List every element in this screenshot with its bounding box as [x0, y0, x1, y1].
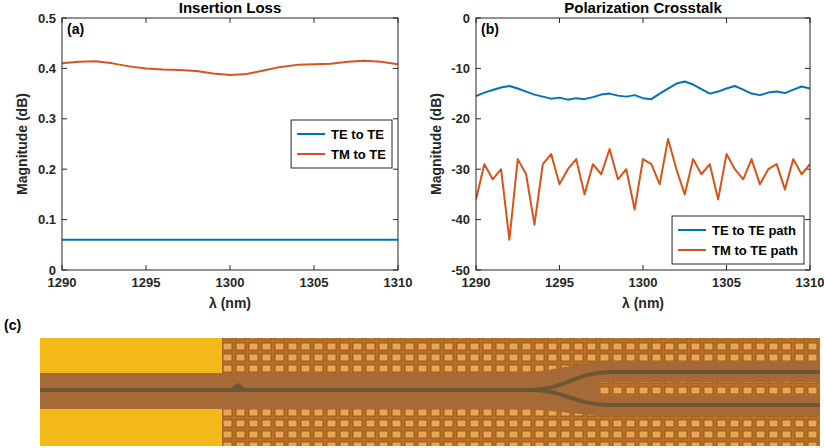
x-tick	[559, 265, 560, 270]
y-tick	[62, 169, 67, 170]
y-tick-label: -20	[451, 111, 470, 126]
legend-label: TM to TE	[331, 147, 386, 162]
y-tick-right	[393, 118, 398, 119]
plot-area	[476, 18, 810, 270]
legend-swatch	[297, 153, 325, 155]
x-tick	[726, 265, 727, 270]
y-tick-label: -10	[451, 61, 470, 76]
x-tick	[146, 265, 147, 270]
y-tick-label: 0.1	[38, 212, 56, 227]
y-tick	[476, 118, 481, 119]
y-tick-right	[393, 219, 398, 220]
y-tick-label: 0.4	[38, 61, 57, 76]
waveguide	[40, 388, 530, 392]
y-tick-right	[393, 68, 398, 69]
taper	[228, 383, 248, 390]
y-tick-label: -30	[451, 162, 470, 177]
series-line	[476, 82, 810, 100]
waveguide-branch	[530, 372, 820, 390]
x-tick-top	[726, 18, 727, 23]
x-tick-label: 1310	[796, 275, 824, 290]
y-tick-label: -50	[451, 263, 470, 278]
plot-frame	[62, 18, 398, 270]
series-line	[62, 61, 398, 75]
data-layer	[62, 61, 398, 240]
chart-title: Insertion Loss	[179, 0, 282, 16]
legend-box	[291, 120, 392, 168]
y-tick-right	[805, 219, 810, 220]
y-tick-label: 0.3	[38, 111, 56, 126]
chart-panel: Polarization Crosstalk129012951300130513…	[428, 0, 824, 311]
y-tick-label: -40	[451, 212, 470, 227]
y-tick-label: 0.5	[38, 11, 56, 26]
micrograph	[40, 338, 820, 446]
legend-swatch	[297, 133, 325, 135]
panel-label: (c)	[4, 317, 21, 333]
x-axis-title: λ (nm)	[209, 295, 251, 311]
y-tick-right	[393, 169, 398, 170]
legend-box	[672, 216, 804, 264]
x-tick	[230, 265, 231, 270]
legend: TE to TE path TM to TE path	[672, 216, 804, 264]
waveguide-branch	[530, 390, 820, 405]
tile-field	[40, 338, 820, 446]
trench	[40, 373, 530, 409]
legend-swatch	[678, 249, 706, 251]
x-tick-label: 1300	[629, 275, 658, 290]
metal-pad	[40, 338, 222, 373]
x-tick-top	[146, 18, 147, 23]
panel-label: (b)	[481, 21, 499, 37]
metal-pad	[40, 409, 222, 446]
chart-panel: Insertion Loss1290129513001305131000.10.…	[14, 0, 412, 311]
trench-split	[530, 361, 820, 416]
y-tick	[476, 219, 481, 220]
x-tick-top	[314, 18, 315, 23]
y-axis-title: Magnitude (dB)	[428, 93, 444, 195]
x-axis-title: λ (nm)	[622, 295, 664, 311]
x-tick-label: 1295	[545, 275, 574, 290]
legend-label: TE to TE	[331, 127, 384, 142]
series-line	[62, 239, 398, 241]
y-tick	[476, 169, 481, 170]
legend-label: TE to TE path	[712, 223, 796, 238]
x-tick-label: 1305	[712, 275, 741, 290]
x-tick-label: 1295	[132, 275, 161, 290]
plot-frame	[476, 18, 810, 270]
y-tick	[62, 219, 67, 220]
panel-label: (a)	[67, 21, 84, 37]
y-axis-title: Magnitude (dB)	[14, 93, 30, 195]
x-tick-top	[559, 18, 560, 23]
tile-island	[600, 382, 820, 396]
x-tick-label: 1310	[384, 275, 413, 290]
series-line	[476, 139, 810, 240]
y-tick	[62, 118, 67, 119]
legend-label: TM to TE path	[712, 243, 798, 258]
y-tick-label: 0.2	[38, 162, 56, 177]
legend: TE to TE TM to TE	[291, 120, 392, 168]
chart-title: Polarization Crosstalk	[564, 0, 722, 16]
x-tick-label: 1300	[216, 275, 245, 290]
x-tick-top	[230, 18, 231, 23]
x-tick-top	[643, 18, 644, 23]
x-tick	[314, 265, 315, 270]
y-tick-label: 0	[49, 263, 56, 278]
y-tick-right	[805, 68, 810, 69]
y-tick	[62, 68, 67, 69]
figure: Insertion Loss1290129513001305131000.10.…	[0, 0, 824, 448]
x-tick	[643, 265, 644, 270]
x-tick-label: 1305	[300, 275, 329, 290]
y-tick-label: 0	[463, 11, 470, 26]
y-tick-right	[805, 118, 810, 119]
y-tick	[476, 68, 481, 69]
legend-swatch	[678, 229, 706, 231]
plot-area	[62, 18, 398, 270]
